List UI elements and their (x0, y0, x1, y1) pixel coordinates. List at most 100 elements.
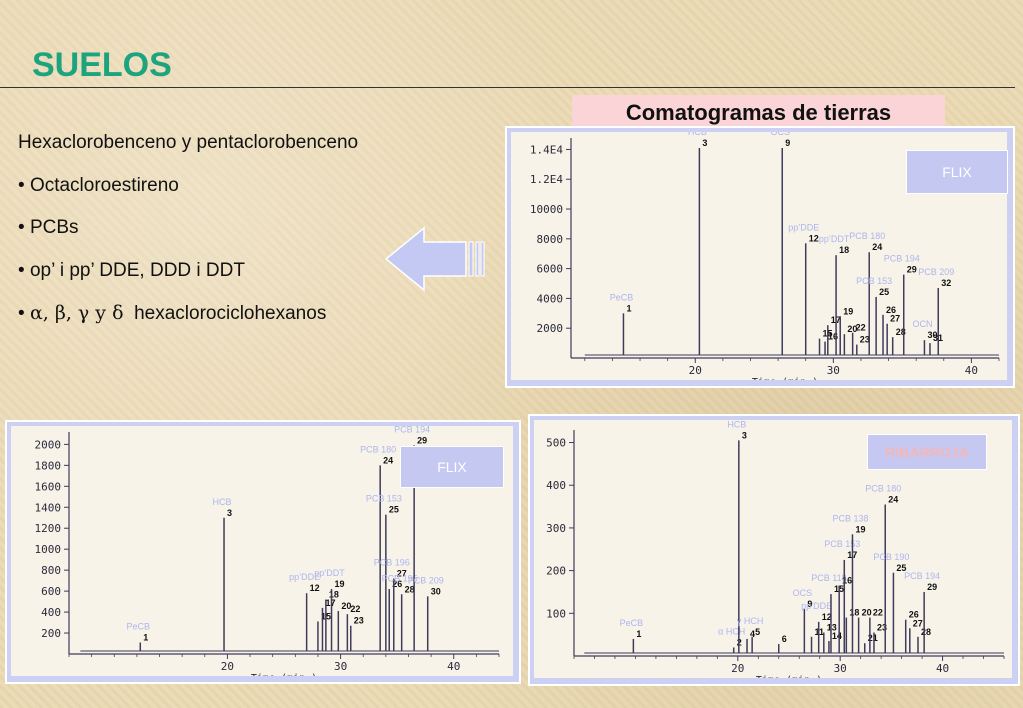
peak-label: α HCH (718, 626, 745, 636)
slide-title: SUELOS (32, 46, 172, 84)
peak-label: PCB 153 (856, 276, 892, 286)
peak-label: PCB 118 (811, 573, 846, 583)
peak-number: 18 (329, 590, 339, 600)
peak-number: 28 (921, 627, 931, 637)
chromatogram-panel-bottom-left: 200 400 600 800 1000 1200 1400 1600 1800 2000 20 30… (5, 420, 521, 684)
peak-label: PCB 195 (382, 573, 418, 583)
peak-label: OCN (912, 319, 932, 329)
peak-label: HCB (688, 132, 707, 137)
peak-number: 19 (843, 306, 853, 316)
peak-number: 20 (847, 324, 857, 334)
y-tick-label: 1000 (35, 543, 62, 556)
x-tick-label: 30 (334, 660, 347, 673)
bullet-marker: • (18, 259, 30, 281)
peak-number: 22 (856, 323, 866, 333)
peak-label: PCB 194 (394, 426, 430, 434)
peak-number: 9 (785, 138, 790, 148)
peak-number: 30 (927, 330, 937, 340)
peak-number: 19 (335, 579, 345, 589)
peak-number: 9 (807, 599, 812, 609)
y-tick-label: 2000 (537, 322, 564, 335)
bullet-text: Hexaclorobenceno y pentaclorobenceno (18, 132, 359, 153)
chromatogram-plot-area: 100200300400500203040Time (min.)1PeCB2α … (534, 420, 1012, 678)
bullet-item: • α, β, γ y δ hexaclorociclohexanos (18, 302, 358, 345)
peak-label: PCB 209 (918, 267, 954, 277)
y-tick-label: 8000 (537, 233, 564, 246)
y-tick-label: 1.4E4 (530, 143, 563, 156)
peak-number: 5 (755, 627, 760, 637)
x-axis-title: Time (min.) (756, 675, 822, 678)
peak-number: 18 (849, 608, 859, 618)
y-tick-label: 800 (41, 564, 61, 577)
peak-label: PeCB (610, 292, 634, 302)
chromatogram-chart: 200 400 600 800 1000 1200 1400 1600 1800 2000 20 30… (35, 426, 500, 676)
peak-number: 12 (822, 612, 832, 622)
greek-letters: α, β, γ y δ (29, 302, 124, 324)
y-tick-label: 1.2E4 (530, 173, 563, 186)
x-tick-label: 40 (965, 364, 978, 377)
y-tick-label: 500 (546, 437, 566, 450)
y-tick-label: 200 (546, 565, 566, 578)
peak-number: 20 (862, 608, 872, 618)
peak-number: 27 (397, 569, 407, 579)
peak-number: 28 (405, 584, 415, 594)
peak-number: 3 (742, 430, 747, 440)
peak-number: 29 (927, 582, 937, 592)
x-tick-label: 30 (834, 662, 847, 675)
peak-number: 6 (782, 634, 787, 644)
y-tick-label: 1600 (35, 480, 62, 493)
bullet-marker: • (18, 303, 30, 324)
peak-number: 12 (310, 583, 320, 593)
y-tick-label: 1800 (35, 459, 62, 472)
chromatogram-plot-area: 2000 4000 6000 8000 10000 1.2E4 1.4E4 20 30 40 Tim… (511, 132, 1008, 380)
peak-number: 26 (886, 305, 896, 315)
peak-number: 25 (389, 505, 399, 515)
peak-number: 4 (750, 629, 755, 639)
bullet-text: PCBs (29, 217, 79, 238)
peak-number: 3 (702, 138, 707, 148)
y-tick-label: 4000 (537, 292, 564, 305)
peak-number: 22 (873, 608, 883, 618)
bullet-item: • PCBs (18, 217, 358, 260)
peak-number: 24 (383, 455, 393, 465)
x-tick-label: 30 (827, 364, 840, 377)
peak-label: PCB 209 (408, 575, 444, 585)
bullet-text: Octacloroestireno (29, 174, 179, 196)
x-tick-label: 20 (731, 662, 744, 675)
peak-number: 23 (354, 616, 364, 626)
bullet-text: op’ i pp’ DDE, DDD i DDT (29, 259, 245, 281)
peak-number: 20 (341, 601, 351, 611)
peak-number: 3 (227, 508, 232, 518)
peak-number: 29 (907, 265, 917, 275)
peak-number: 21 (868, 633, 878, 643)
peak-label: PCB 153 (366, 494, 402, 504)
bullet-item: Hexaclorobenceno y pentaclorobenceno (18, 132, 358, 175)
peak-number: 14 (832, 631, 842, 641)
peak-number: 22 (350, 604, 360, 614)
chromatogram-panel-top-right: 2000 4000 6000 8000 10000 1.2E4 1.4E4 20 30 40 Tim… (505, 126, 1015, 388)
peak-number: 26 (392, 579, 402, 589)
peak-label: pp’DDE (289, 572, 320, 582)
y-tick-label: 600 (41, 585, 61, 598)
peak-number: 30 (431, 586, 441, 596)
peak-label: PCB 153 (824, 539, 860, 549)
site-tag: FLIX (400, 446, 504, 488)
left-arrow-icon (384, 226, 485, 292)
x-tick-label: 40 (447, 660, 460, 673)
peak-number: 27 (913, 618, 923, 628)
peak-number: 23 (860, 335, 870, 345)
peak-number: 26 (909, 610, 919, 620)
peak-number: 25 (896, 563, 906, 573)
peak-number: 24 (872, 242, 882, 252)
chromatogram-panel-bottom-right: 100200300400500203040Time (min.)1PeCB2α … (528, 414, 1020, 686)
x-tick-label: 40 (936, 662, 949, 675)
y-tick-label: 1200 (35, 522, 62, 535)
x-tick-label: 20 (689, 364, 702, 377)
peak-label: pp’DDT (819, 234, 850, 244)
peak-label: PCB 138 (832, 513, 868, 523)
peak-number: 27 (890, 314, 900, 324)
peak-number: 19 (855, 524, 865, 534)
y-tick-label: 1400 (35, 501, 62, 514)
peak-label: PeCB (620, 618, 644, 628)
peak-label: HCB (727, 420, 746, 429)
